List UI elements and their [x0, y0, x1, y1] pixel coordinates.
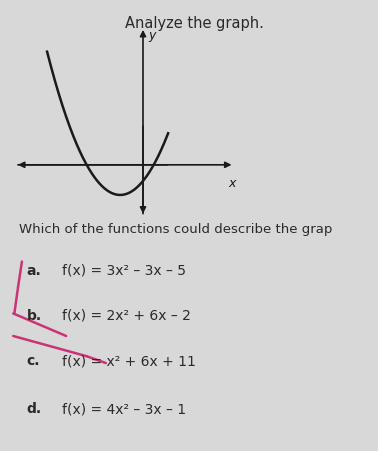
Text: f(x) = x² + 6x + 11: f(x) = x² + 6x + 11: [62, 354, 196, 368]
Text: f(x) = 4x² – 3x – 1: f(x) = 4x² – 3x – 1: [62, 402, 186, 416]
Text: c.: c.: [26, 354, 40, 368]
Text: x: x: [228, 177, 236, 190]
Text: f(x) = 2x² + 6x – 2: f(x) = 2x² + 6x – 2: [62, 309, 191, 323]
Text: d.: d.: [26, 402, 42, 416]
Text: y: y: [149, 29, 156, 42]
Text: b.: b.: [26, 309, 42, 323]
Text: f(x) = 3x² – 3x – 5: f(x) = 3x² – 3x – 5: [62, 264, 186, 278]
Text: a.: a.: [26, 264, 41, 278]
Text: Which of the functions could describe the grap: Which of the functions could describe th…: [19, 223, 332, 236]
Text: Analyze the graph.: Analyze the graph.: [125, 16, 263, 31]
